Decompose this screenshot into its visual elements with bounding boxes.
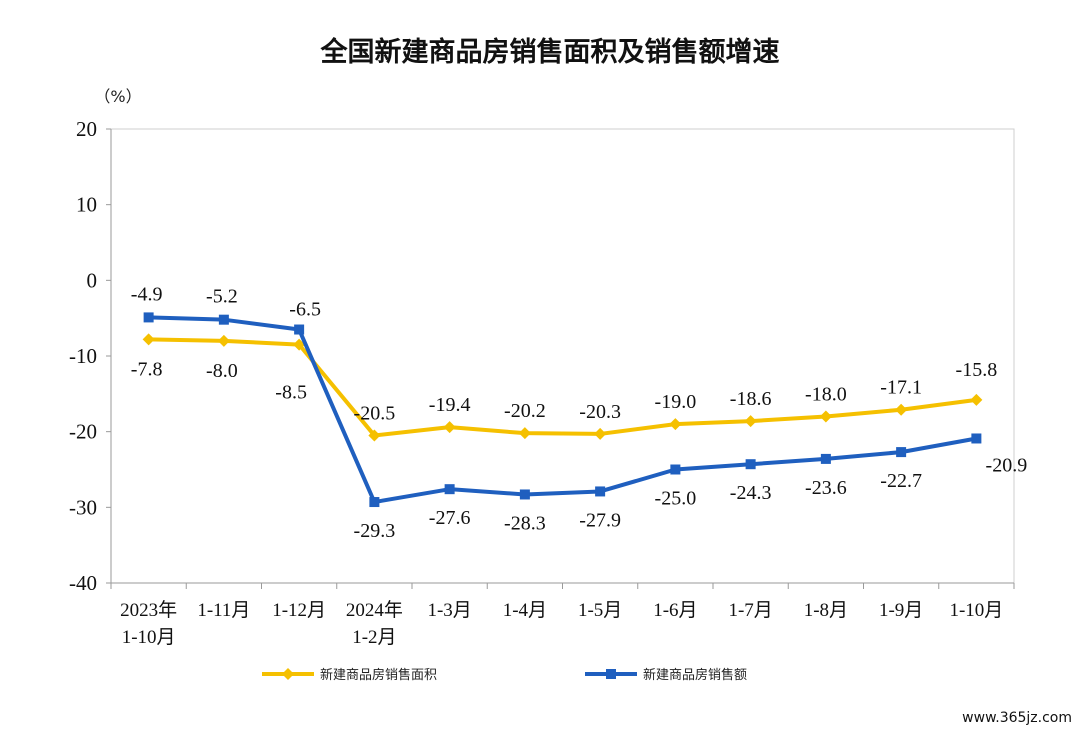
data-label: -24.3: [730, 482, 772, 504]
data-label: -20.2: [504, 400, 546, 422]
x-tick-label: 1-12月: [272, 600, 326, 621]
x-tick-label-line: 1-12月: [272, 600, 326, 621]
data-point: [218, 314, 229, 325]
x-tick-label: 1-11月: [197, 600, 250, 621]
legend-marker: [282, 668, 294, 680]
x-tick-label: 1-7月: [728, 600, 772, 621]
data-point: [744, 415, 757, 428]
x-tick-label-line: 2023年: [120, 599, 177, 621]
y-unit-label: （%）: [94, 87, 141, 106]
data-point: [971, 433, 982, 444]
data-label: -8.0: [206, 360, 238, 382]
x-tick-label: 1-9月: [879, 600, 923, 621]
data-label: -19.4: [429, 394, 471, 416]
data-label: -20.9: [986, 454, 1028, 476]
chart-title: 全国新建商品房销售面积及销售额增速: [320, 36, 780, 68]
data-point: [518, 427, 531, 440]
x-tick-label-line: 2024年: [346, 599, 403, 621]
x-tick-label-line: 1-2月: [352, 627, 396, 648]
data-label: -20.5: [354, 402, 396, 424]
x-tick-label: 1-8月: [804, 600, 848, 621]
legend-label: 新建商品房销售额: [643, 667, 747, 683]
x-tick-label-line: 1-10月: [949, 600, 1003, 621]
data-label: -28.3: [504, 512, 546, 534]
x-tick-label: 1-10月: [949, 600, 1003, 621]
y-tick-label: -40: [69, 571, 97, 595]
data-label: -4.9: [131, 283, 163, 305]
data-point: [819, 410, 832, 423]
x-axis: 2023年 1-10月 1-11月 1-12月 2024年 1-2月 1-3月 1-4月 1-5…: [110, 582, 1015, 648]
data-point: [820, 453, 831, 464]
data-label: -18.6: [730, 388, 772, 410]
data-point: [970, 393, 983, 406]
watermark: www.365jz.com: [962, 710, 1072, 726]
data-label: -22.7: [880, 470, 922, 492]
plot-frame: [110, 128, 1015, 584]
series-layer: [142, 312, 983, 508]
data-label: -7.8: [131, 358, 163, 380]
data-point: [143, 312, 154, 323]
data-label: -27.6: [429, 507, 471, 529]
data-label: -19.0: [655, 391, 697, 413]
y-tick-label: -20: [69, 420, 97, 444]
y-axis: 20 10 0 -10 -20 -30 -40: [69, 117, 112, 595]
data-point: [293, 338, 306, 351]
x-tick-label: 2024年 1-2月: [346, 599, 403, 648]
x-tick-label-line: 1-7月: [728, 600, 772, 621]
data-point: [369, 497, 380, 508]
data-point: [669, 418, 682, 431]
x-tick-label-line: 1-11月: [197, 600, 250, 621]
data-label: -15.8: [956, 359, 998, 381]
x-tick-label-line: 1-8月: [804, 600, 848, 621]
y-tick-label: 10: [76, 193, 97, 217]
data-point: [670, 464, 681, 475]
x-tick-label-line: 1-10月: [122, 627, 176, 648]
legend: 新建商品房销售面积 新建商品房销售额: [262, 667, 747, 683]
y-tick-label: -30: [69, 495, 97, 519]
x-tick-label: 1-3月: [427, 600, 471, 621]
x-tick-label: 1-5月: [578, 600, 622, 621]
x-tick-label: 2023年 1-10月: [120, 599, 177, 648]
data-labels: -7.8 -8.0 -8.5 -20.5 -19.4 -20.2 -20.3 -19.0 -18…: [131, 283, 1027, 542]
data-label: -8.5: [275, 382, 307, 404]
data-point: [443, 421, 456, 434]
data-label: -29.3: [354, 520, 396, 542]
data-point: [444, 484, 455, 495]
data-label: -17.1: [880, 377, 922, 399]
data-point: [519, 489, 530, 500]
series-line-1: [148, 315, 977, 505]
x-tick-label-line: 1-4月: [503, 600, 547, 621]
data-point: [142, 333, 155, 346]
data-label: -18.0: [805, 384, 847, 406]
data-label: -6.5: [289, 299, 321, 321]
data-label: -5.2: [206, 286, 238, 308]
data-point: [896, 447, 907, 458]
data-point: [217, 334, 230, 347]
x-tick-label-line: 1-9月: [879, 600, 923, 621]
legend-label: 新建商品房销售面积: [320, 667, 437, 683]
x-tick-label-line: 1-5月: [578, 600, 622, 621]
x-tick-label-line: 1-6月: [653, 600, 697, 621]
data-point: [294, 324, 305, 335]
x-tick-label: 1-4月: [503, 600, 547, 621]
y-tick-label: 20: [76, 117, 97, 141]
y-tick-label: -10: [69, 344, 97, 368]
y-tick-label: 0: [87, 268, 98, 292]
x-tick-label: 1-6月: [653, 600, 697, 621]
legend-marker: [606, 669, 616, 679]
data-label: -20.3: [579, 401, 621, 423]
data-point: [368, 429, 381, 442]
data-point: [595, 486, 606, 497]
data-label: -25.0: [655, 488, 697, 510]
data-label: -27.9: [579, 509, 621, 531]
series-line-0: [148, 337, 977, 438]
data-point: [594, 427, 607, 440]
x-tick-label-line: 1-3月: [427, 600, 471, 621]
data-label: -23.6: [805, 477, 847, 499]
data-point: [745, 459, 756, 470]
data-point: [895, 403, 908, 416]
